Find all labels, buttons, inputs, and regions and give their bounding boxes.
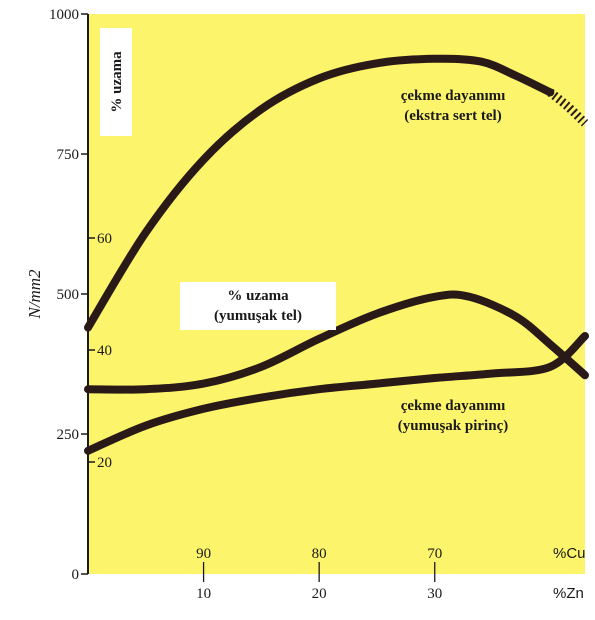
elongation-tick-label: 20: [97, 455, 112, 471]
y-tick-label: 250: [57, 427, 80, 443]
y-tick-label: 750: [57, 147, 80, 163]
elongation-tick-label: 60: [97, 231, 112, 247]
series-line-0: [84, 54, 555, 332]
series-line-1: [547, 88, 589, 127]
cu-tick-label: 70: [427, 546, 442, 562]
series-label-box: [180, 282, 336, 330]
axes: [81, 13, 436, 582]
series-label: (yumuşak pirinç): [398, 418, 508, 434]
y-tick-label: 500: [57, 287, 80, 303]
plot-background: [88, 14, 585, 574]
series-line-2: [84, 290, 589, 394]
series-curves: [84, 54, 589, 455]
zn-tick-label: 30: [427, 586, 442, 602]
series-label: çekme dayanımı: [401, 88, 506, 104]
elongation-axis-label: % uzama: [109, 51, 125, 113]
cu-axis-label: %Cu: [553, 545, 586, 562]
labels: 0 250 500 750 1000 20 40 60 N/mm2 % uzama 90 10 80 20…: [25, 7, 586, 602]
cu-tick-label: 90: [196, 546, 211, 562]
y-tick-label: 0: [72, 567, 80, 583]
elongation-label-box: [100, 28, 132, 136]
zn-axis-label: %Zn: [553, 585, 584, 602]
cu-tick-label: 80: [312, 546, 327, 562]
series-label: çekme dayanımı: [401, 398, 506, 414]
elongation-tick-label: 40: [97, 343, 112, 359]
y-tick-label: 1000: [49, 7, 79, 23]
zn-tick-label: 10: [196, 586, 211, 602]
series-label: (yumuşak tel): [214, 308, 302, 324]
series-label: (ekstra sert tel): [404, 108, 501, 124]
series-line-3: [84, 332, 589, 455]
series-label: % uzama: [227, 288, 289, 304]
y-axis-title: N/mm2: [25, 269, 44, 320]
zn-tick-label: 20: [312, 586, 327, 602]
